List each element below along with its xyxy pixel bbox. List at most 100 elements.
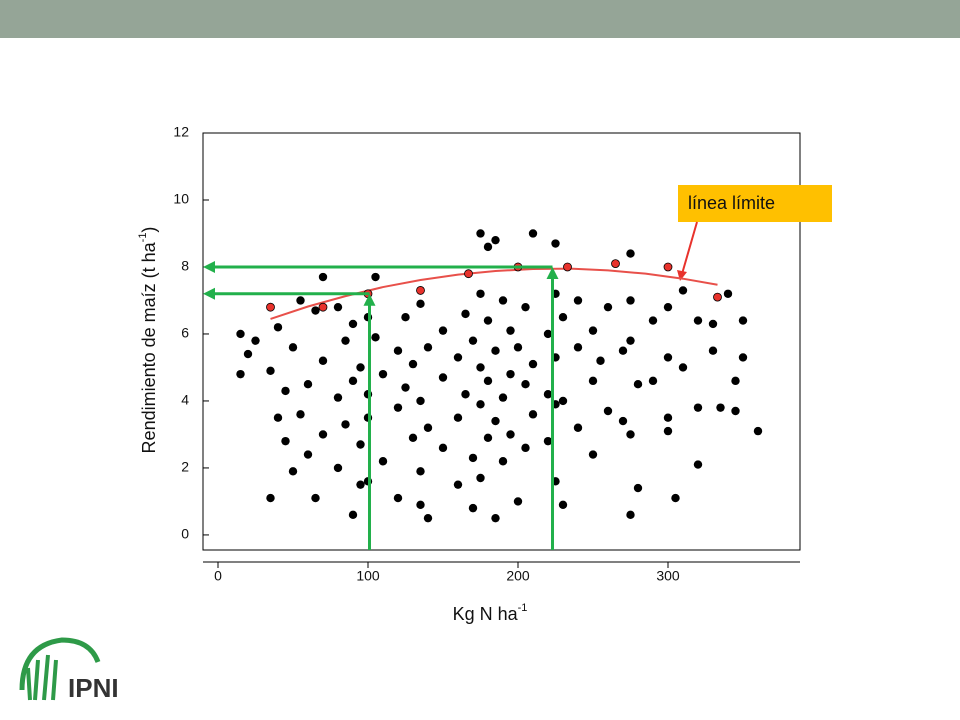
point	[573, 296, 583, 305]
point	[528, 359, 538, 369]
boundary-point	[563, 262, 572, 272]
point	[663, 413, 673, 422]
point	[716, 403, 725, 412]
logo-leaves	[26, 654, 58, 701]
point	[483, 376, 493, 386]
point	[408, 359, 418, 369]
point	[251, 336, 260, 345]
point	[273, 323, 283, 332]
point	[663, 426, 673, 436]
point	[476, 229, 485, 238]
point	[378, 369, 388, 379]
point	[491, 513, 500, 523]
boundary-point	[416, 286, 425, 295]
point	[453, 413, 463, 422]
point	[356, 480, 365, 489]
point	[723, 289, 733, 298]
point	[483, 433, 493, 442]
point	[438, 373, 448, 382]
point	[573, 343, 583, 352]
point	[483, 242, 493, 252]
point	[311, 306, 320, 315]
point	[543, 436, 553, 446]
boundary-point	[611, 259, 620, 269]
point	[348, 376, 358, 386]
y-tick-label: 2	[181, 459, 189, 475]
point	[311, 493, 320, 503]
point	[453, 353, 463, 362]
point	[408, 433, 418, 442]
y-label-tail: )	[139, 227, 159, 233]
y-axis-label: Rendimiento de maíz (t ha-1)	[137, 227, 159, 454]
point	[588, 376, 598, 386]
point	[498, 457, 508, 466]
y-label-text: Rendimiento de maíz (t ha	[139, 241, 159, 453]
point	[461, 309, 470, 319]
point	[618, 416, 628, 426]
logo: IPNI	[19, 637, 119, 703]
point	[671, 493, 680, 503]
point	[476, 363, 485, 372]
point	[371, 333, 380, 342]
point	[551, 239, 560, 248]
point	[423, 513, 433, 523]
x-label-text: Kg N ha	[453, 604, 519, 624]
point	[333, 302, 343, 312]
plot-frame	[202, 132, 801, 551]
point	[348, 510, 358, 520]
y-tick-label: 6	[181, 325, 189, 341]
point	[626, 510, 635, 520]
point	[423, 343, 433, 352]
point	[476, 400, 485, 409]
annotation-text: línea límite	[688, 193, 775, 213]
annotation-box	[678, 185, 832, 222]
point	[371, 272, 380, 282]
point	[423, 423, 433, 432]
point	[558, 500, 568, 509]
point	[558, 396, 568, 406]
logo-arc	[19, 637, 101, 691]
point	[356, 440, 365, 449]
point	[476, 289, 485, 298]
point	[543, 390, 553, 399]
point	[266, 493, 275, 503]
point	[648, 316, 658, 325]
point	[678, 286, 688, 295]
point	[288, 467, 298, 476]
point	[693, 403, 703, 412]
boundary-point	[266, 302, 275, 312]
point	[693, 460, 703, 469]
x-tick-label: 100	[356, 568, 380, 584]
point	[626, 296, 635, 305]
point	[378, 457, 388, 466]
point	[393, 493, 403, 503]
point	[341, 420, 350, 429]
point	[438, 326, 448, 335]
point	[513, 343, 523, 352]
point	[236, 369, 245, 379]
arrowhead-left	[203, 287, 215, 300]
point	[521, 302, 530, 312]
point	[588, 450, 598, 459]
point	[348, 319, 358, 329]
point	[626, 430, 635, 439]
point	[708, 319, 718, 329]
point	[633, 380, 643, 389]
x-tick-label: 0	[214, 568, 222, 584]
point	[491, 346, 500, 355]
point	[438, 443, 448, 453]
arrowhead-up	[363, 293, 376, 306]
point	[521, 380, 530, 389]
point	[393, 403, 403, 412]
point	[753, 426, 763, 436]
point	[318, 272, 328, 282]
point	[288, 343, 298, 352]
point	[708, 346, 718, 355]
x-tick-label: 300	[656, 568, 680, 584]
point	[476, 473, 485, 483]
point	[318, 356, 328, 365]
boundary-point	[713, 292, 722, 302]
point	[633, 483, 643, 493]
point	[513, 497, 523, 506]
